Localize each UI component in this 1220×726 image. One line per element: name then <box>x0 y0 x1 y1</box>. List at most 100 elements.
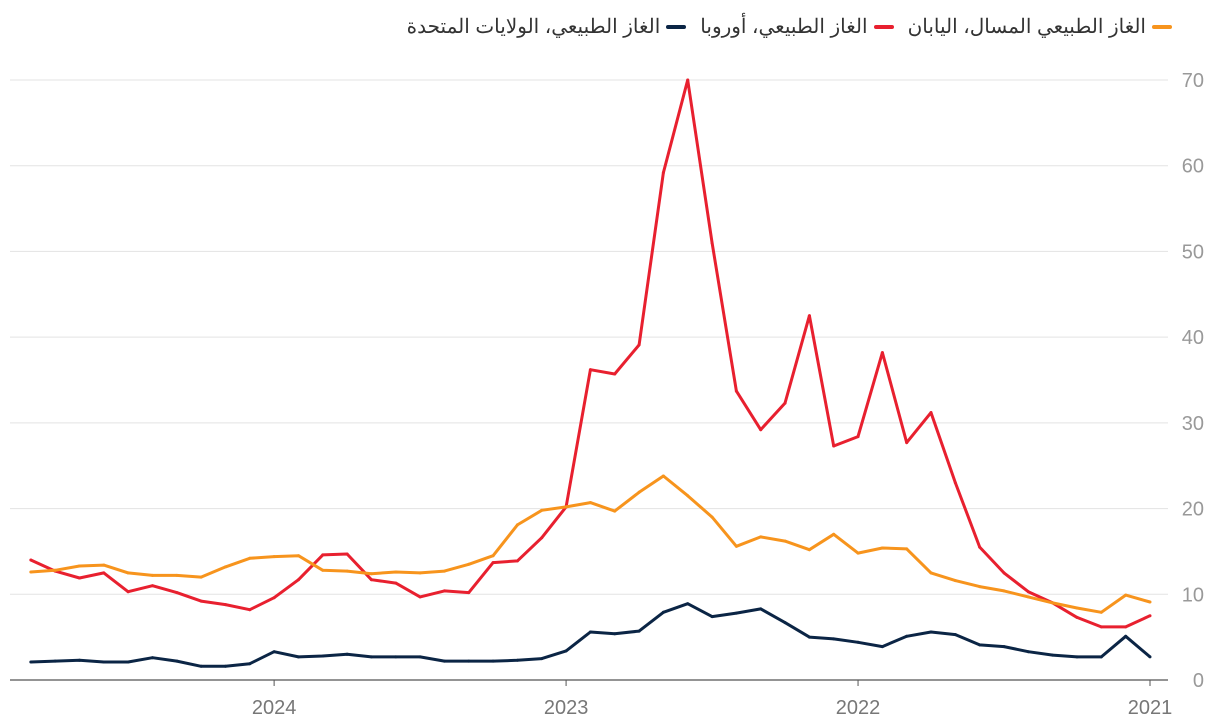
data-point <box>29 558 33 562</box>
series-line-1 <box>30 78 1151 629</box>
data-point <box>1124 634 1128 638</box>
data-point <box>856 435 860 439</box>
legend-item-europe[interactable]: الغاز الطبيعي، أوروبا <box>700 14 894 39</box>
data-point <box>467 659 471 663</box>
data-point <box>418 655 422 659</box>
data-point <box>272 650 276 654</box>
data-point <box>953 481 957 485</box>
data-point <box>418 571 422 575</box>
data-point <box>369 578 373 582</box>
data-point <box>29 570 33 574</box>
series-line-2 <box>30 474 1151 614</box>
data-point <box>1002 571 1006 575</box>
y-tick-label: 10 <box>1182 584 1204 606</box>
data-point <box>345 652 349 656</box>
data-point <box>929 571 933 575</box>
data-point <box>686 602 690 606</box>
data-point <box>515 559 519 563</box>
data-point <box>710 241 714 245</box>
data-point <box>199 599 203 603</box>
legend-item-japan[interactable]: الغاز الطبيعي المسال، اليابان <box>908 14 1172 39</box>
data-point <box>588 368 592 372</box>
data-point <box>515 523 519 527</box>
x-tick-label: 2023 <box>544 697 589 719</box>
data-point <box>637 490 641 494</box>
data-point <box>248 608 252 612</box>
data-point <box>540 657 544 661</box>
data-point <box>1075 655 1079 659</box>
data-point <box>418 595 422 599</box>
data-point <box>296 578 300 582</box>
data-point <box>442 659 446 663</box>
data-point <box>564 505 568 509</box>
data-point <box>199 575 203 579</box>
data-point <box>807 635 811 639</box>
y-tick-label: 70 <box>1182 70 1204 92</box>
legend-label: الغاز الطبيعي، الولايات المتحدة <box>406 16 661 38</box>
data-point <box>953 633 957 637</box>
data-point <box>661 171 665 175</box>
data-point <box>807 548 811 552</box>
data-point <box>1026 595 1030 599</box>
data-point <box>150 584 154 588</box>
data-point <box>296 655 300 659</box>
data-point <box>77 576 81 580</box>
data-point <box>223 603 227 607</box>
data-point <box>1148 655 1152 659</box>
data-point <box>1099 610 1103 614</box>
data-point <box>223 565 227 569</box>
data-point <box>978 643 982 647</box>
x-tick-label: 2022 <box>836 697 881 719</box>
data-point <box>856 640 860 644</box>
legend-swatch <box>1152 24 1172 29</box>
data-point <box>1051 601 1055 605</box>
data-point <box>710 515 714 519</box>
data-point <box>953 579 957 583</box>
data-point <box>150 656 154 660</box>
data-point <box>77 564 81 568</box>
data-point <box>734 611 738 615</box>
data-point <box>540 508 544 512</box>
data-point <box>637 629 641 633</box>
data-point <box>783 539 787 543</box>
data-point <box>686 78 690 82</box>
data-point <box>880 645 884 649</box>
legend-label: الغاز الطبيعي المسال، اليابان <box>907 16 1146 38</box>
data-point <box>345 552 349 556</box>
x-tick-label: 2021 <box>1128 697 1173 719</box>
data-point <box>613 372 617 376</box>
data-point <box>442 589 446 593</box>
y-tick-label: 0 <box>1193 670 1204 692</box>
data-point <box>321 568 325 572</box>
data-point <box>175 659 179 663</box>
data-point <box>175 573 179 577</box>
data-point <box>905 547 909 551</box>
data-point <box>394 655 398 659</box>
data-point <box>637 343 641 347</box>
data-point <box>905 634 909 638</box>
data-point <box>491 659 495 663</box>
data-point <box>686 494 690 498</box>
data-point <box>150 573 154 577</box>
data-point <box>759 535 763 539</box>
data-point <box>856 551 860 555</box>
data-point <box>978 545 982 549</box>
legend-item-us[interactable]: الغاز الطبيعي، الولايات المتحدة <box>407 14 687 39</box>
data-point <box>929 411 933 415</box>
data-point <box>1124 593 1128 597</box>
data-point <box>102 571 106 575</box>
data-point <box>1075 606 1079 610</box>
data-point <box>661 610 665 614</box>
data-point <box>759 428 763 432</box>
data-point <box>1148 600 1152 604</box>
data-point <box>1124 625 1128 629</box>
y-tick-label: 60 <box>1182 156 1204 178</box>
legend: الغاز الطبيعي، الولايات المتحدة الغاز ال… <box>407 14 1172 39</box>
data-point <box>759 607 763 611</box>
data-point <box>321 654 325 658</box>
legend-label: الغاز الطبيعي، أوروبا <box>700 16 868 38</box>
data-point <box>175 591 179 595</box>
x-tick-label: 2024 <box>252 697 297 719</box>
data-point <box>1026 650 1030 654</box>
data-point <box>832 532 836 536</box>
